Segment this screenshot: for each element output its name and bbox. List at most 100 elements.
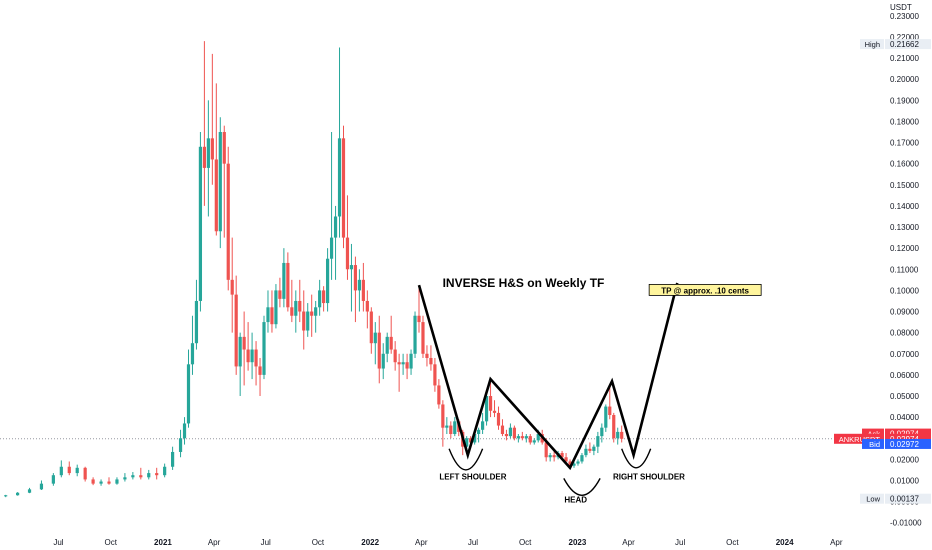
candle-body [341,138,346,238]
ask-name-bg [862,428,884,439]
y-tick-label: 0.15000 [890,181,919,190]
candle-body [16,492,20,496]
y-tick-label: 0.17000 [890,139,919,148]
candle-body [163,466,167,476]
y-tick-label: 0.21000 [890,54,919,63]
candle-body [147,473,151,478]
candle-body [437,385,441,405]
candle-body [381,353,385,369]
bid-name-label: Bid [869,440,880,449]
pattern-drawings[interactable] [417,282,679,496]
candle-body [361,279,365,301]
candle-body [139,475,143,478]
candle-body [254,349,258,367]
candle-body [520,436,524,439]
candle-body [59,466,63,476]
candle-body [405,362,409,369]
candle-body [250,349,254,363]
candle-body [516,436,520,439]
y-tick-label: 0.10000 [890,286,919,295]
y-tick-label: -0.01000 [890,519,922,528]
candle-body [552,455,556,458]
candle-body [123,477,127,480]
candle-body [425,353,429,358]
candle-body [282,262,286,299]
candle-body [262,322,266,375]
left-shoulder-label: LEFT SHOULDER [439,472,506,481]
last-name-bg [834,433,884,444]
plot-area[interactable]: INVERSE H&S on Weekly TF LEFT SHOULDER HEA… [0,41,884,505]
candle-body [290,307,294,316]
candle-body [492,410,497,413]
pattern-arc[interactable] [621,448,652,469]
y-tick-label: 0.05000 [890,392,919,401]
candle-body [182,423,187,439]
candle-body [429,357,433,365]
y-tick-label: 0.16000 [890,160,919,169]
candle-body [544,442,548,458]
candle-body [242,336,246,350]
candle-body [500,425,505,435]
pattern-arc[interactable] [448,448,484,471]
y-tick-label: 0.06000 [890,371,919,380]
candle-body [409,353,413,369]
candle-body [51,475,55,484]
y-tick-label: 0.01000 [890,476,919,485]
x-tick-label: 2024 [776,538,794,547]
y-tick-label: 0.02000 [890,455,919,464]
candle-body [230,279,234,295]
candle-body [345,237,350,270]
candle-body [75,467,79,474]
bid-name-bg [862,438,884,449]
x-tick-label: Jul [53,538,63,547]
annotations: INVERSE H&S on Weekly TF LEFT SHOULDER HEA… [439,276,762,505]
candle-body [536,434,540,441]
candle-body [91,479,95,484]
inverse-head-shoulders-line[interactable] [417,282,679,471]
candle-body [206,138,210,168]
candle-body [349,265,354,270]
candle-body [524,436,528,439]
ask-value-bg [885,428,931,439]
x-tick-label: Oct [519,538,532,547]
x-tick-label: Jul [261,538,271,547]
candle-body [465,438,469,447]
low-name-label: Low [866,495,880,504]
candle-body [222,132,226,164]
candle-body [27,489,32,493]
x-tick-label: Apr [830,538,843,547]
candle-body [592,446,596,451]
last-value-bg [885,433,931,444]
y-tick-label: 0.14000 [890,202,919,211]
candle-body [620,431,624,439]
time-axis[interactable]: Jul Oct 2021 Apr Jul Oct 2022 Apr Jul Oct 2023 Apr J… [53,538,843,547]
candle-body [214,159,218,232]
y-tick-label: 0.20000 [890,75,919,84]
y-tick-label: 0.08000 [890,329,919,338]
candle-body [393,349,397,363]
candle-body [178,438,183,452]
candle-body [266,307,270,323]
low-value-label: 0.00137 [890,495,919,504]
candle-body [449,425,453,435]
high-name-bg [860,39,884,50]
candle-body [294,300,298,316]
right-shoulder-label: RIGHT SHOULDER [613,472,685,481]
candle-body [532,440,536,443]
candle-body [417,315,421,323]
candle-body [484,396,489,422]
candle-body [194,300,199,344]
last-name-label: ANKRUSDT [839,435,881,444]
bid-value-bg [885,438,931,449]
candle-body [608,406,612,416]
candle-body [170,451,175,467]
candle-body [202,146,206,168]
y-tick-label: 0.07000 [890,350,919,359]
candle-body [310,311,314,316]
pattern-arc[interactable] [563,478,601,496]
x-tick-label: Oct [312,538,325,547]
candle-body [576,461,580,464]
candle-body [453,421,457,435]
price-axis[interactable]: USDT 0.23000 0.22000 0.21000 0.20000 0.19000… [890,3,922,528]
